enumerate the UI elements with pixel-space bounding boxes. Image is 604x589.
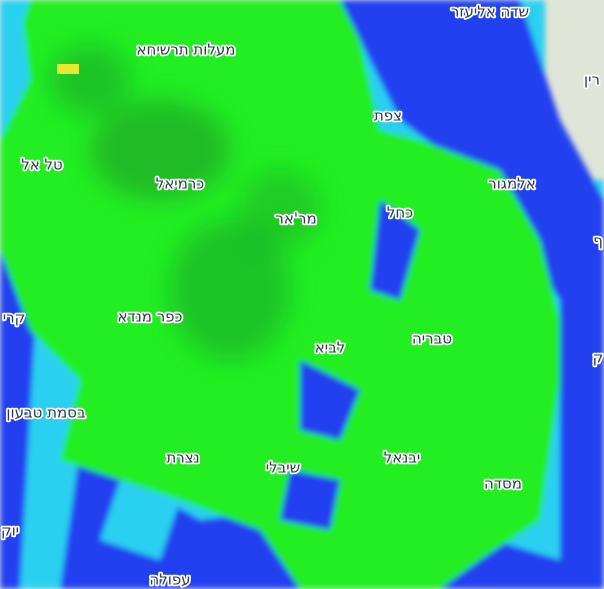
place-label: שדה אליעזר	[451, 3, 529, 21]
place-label: כחל	[387, 204, 413, 222]
place-label: כפר מנדא	[118, 308, 183, 326]
place-label: בסמת טבעון	[6, 404, 86, 422]
place-label: נצרת	[166, 449, 199, 467]
place-label: רין	[584, 71, 600, 89]
place-label: מסדה	[484, 475, 522, 493]
place-label: כרמיאל	[156, 175, 205, 193]
peak-cell	[57, 64, 79, 74]
place-label: קרי	[3, 309, 25, 327]
intense-cells	[50, 45, 320, 360]
place-label: צפת	[374, 107, 402, 125]
place-label: מר'אר	[275, 210, 316, 228]
place-label: טל אל	[21, 156, 63, 174]
place-label: יבנאל	[384, 449, 421, 467]
place-label: שיבלי	[266, 459, 301, 477]
place-label: ף	[593, 232, 603, 250]
place-label: עפולה	[149, 571, 190, 589]
place-label: מעלות תרשיחא	[137, 41, 236, 59]
place-label: לביא	[315, 339, 346, 357]
place-label: אלמגור	[488, 175, 535, 193]
place-label: ק	[593, 349, 604, 367]
place-label: יוק	[1, 522, 19, 540]
place-label: טבריה	[412, 330, 452, 348]
